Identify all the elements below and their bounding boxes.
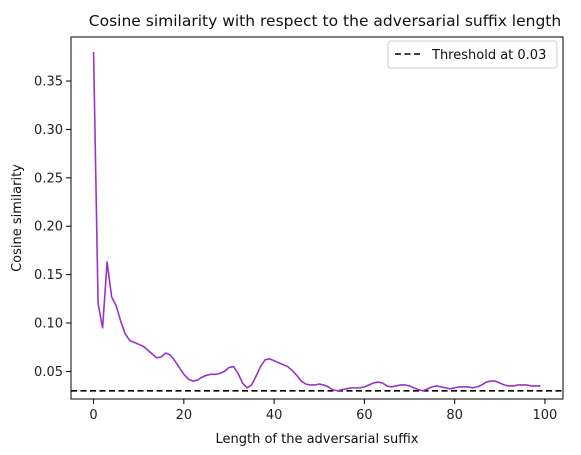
x-axis-label: Length of the adversarial suffix: [215, 432, 418, 447]
x-axis-ticks: 0 20 40 60 80 100: [89, 399, 557, 423]
x-tick-label: 80: [446, 408, 463, 423]
series-line: [92, 51, 541, 392]
y-tick-label: 0.30: [34, 123, 63, 138]
y-axis-label: Cosine similarity: [10, 164, 25, 272]
x-tick-label: 60: [356, 408, 373, 423]
legend-threshold-label: Threshold at 0.03: [431, 48, 546, 63]
y-tick-label: 0.15: [34, 268, 63, 283]
y-tick-label: 0.10: [34, 317, 63, 332]
plot-area-frame: [70, 36, 564, 400]
legend-box: [387, 40, 558, 69]
y-tick-label: 0.25: [34, 171, 63, 186]
x-tick-label: 0: [89, 408, 97, 423]
y-tick-label: 0.35: [34, 75, 63, 90]
y-tick-label: 0.20: [34, 220, 63, 235]
chart-title: Cosine similarity with respect to the ad…: [89, 12, 561, 30]
y-axis-ticks: 0.05 0.10 0.15 0.20 0.25 0.30 0.35: [34, 75, 71, 380]
x-tick-label: 100: [533, 408, 558, 423]
y-tick-label: 0.05: [34, 365, 63, 380]
x-tick-label: 20: [176, 408, 193, 423]
x-tick-label: 40: [266, 408, 283, 423]
legend: Threshold at 0.03: [387, 40, 558, 69]
